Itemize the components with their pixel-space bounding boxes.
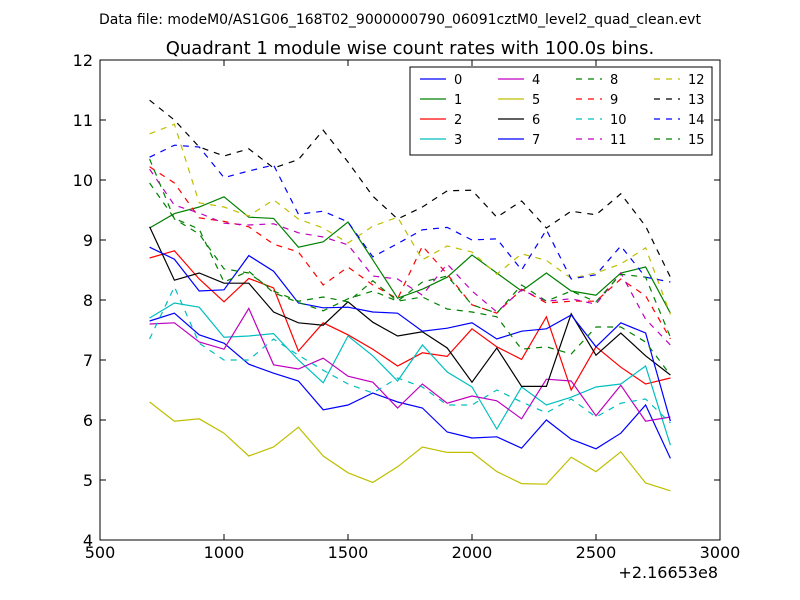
legend-label: 3 <box>454 133 462 148</box>
series-line-2 <box>149 250 671 392</box>
y-tick-label: 4 <box>83 531 93 550</box>
legend-label: 1 <box>454 93 462 108</box>
y-tick-label: 5 <box>83 471 93 490</box>
series-line-10 <box>149 285 671 424</box>
series-line-6 <box>149 226 671 387</box>
legend-label: 2 <box>454 113 462 128</box>
series-line-1 <box>149 196 671 314</box>
x-tick-label: 1000 <box>204 543 245 562</box>
series-line-4 <box>149 307 671 422</box>
legend-label: 13 <box>688 93 705 108</box>
x-tick-label: 500 <box>85 543 116 562</box>
legend-label: 15 <box>688 133 705 148</box>
chart-title: Quadrant 1 module wise count rates with … <box>166 38 655 59</box>
legend-label: 6 <box>532 113 540 128</box>
legend-label: 7 <box>532 133 540 148</box>
legend-label: 4 <box>532 73 540 88</box>
legend-label: 5 <box>532 93 540 108</box>
series-line-7 <box>149 246 671 422</box>
legend-label: 8 <box>610 73 618 88</box>
series-line-0 <box>149 312 671 459</box>
y-tick-label: 10 <box>73 171 93 190</box>
x-tick-label: 2500 <box>576 543 617 562</box>
x-tick-label: 3000 <box>700 543 741 562</box>
x-tick-label: 1500 <box>328 543 369 562</box>
y-tick-label: 6 <box>83 411 93 430</box>
series-line-11 <box>149 168 671 346</box>
series-line-3 <box>149 302 671 446</box>
legend-label: 11 <box>610 133 627 148</box>
legend-label: 9 <box>610 93 618 108</box>
series-line-15 <box>149 158 671 338</box>
x-tick-label: 2000 <box>452 543 493 562</box>
legend-label: 12 <box>688 73 705 88</box>
series-line-14 <box>149 144 671 283</box>
legend-label: 10 <box>610 113 627 128</box>
y-tick-label: 8 <box>83 291 93 310</box>
legend-box <box>409 66 713 156</box>
legend-label: 0 <box>454 73 462 88</box>
series-line-9 <box>149 166 671 340</box>
y-tick-label: 12 <box>73 51 93 70</box>
series-line-5 <box>149 401 671 492</box>
legend-label: 14 <box>688 113 705 128</box>
series-line-12 <box>149 123 671 315</box>
x-axis-ticks: 500 1000 1500 2000 2500 3000 <box>85 60 741 562</box>
y-tick-label: 9 <box>83 231 93 250</box>
chart-suptitle: Data file: modeM0/AS1G06_168T02_90000007… <box>99 12 701 28</box>
y-tick-label: 11 <box>73 111 93 130</box>
y-tick-label: 7 <box>83 351 93 370</box>
x-axis-offset-label: +2.16653e8 <box>618 563 718 582</box>
plot-lines <box>149 99 671 492</box>
